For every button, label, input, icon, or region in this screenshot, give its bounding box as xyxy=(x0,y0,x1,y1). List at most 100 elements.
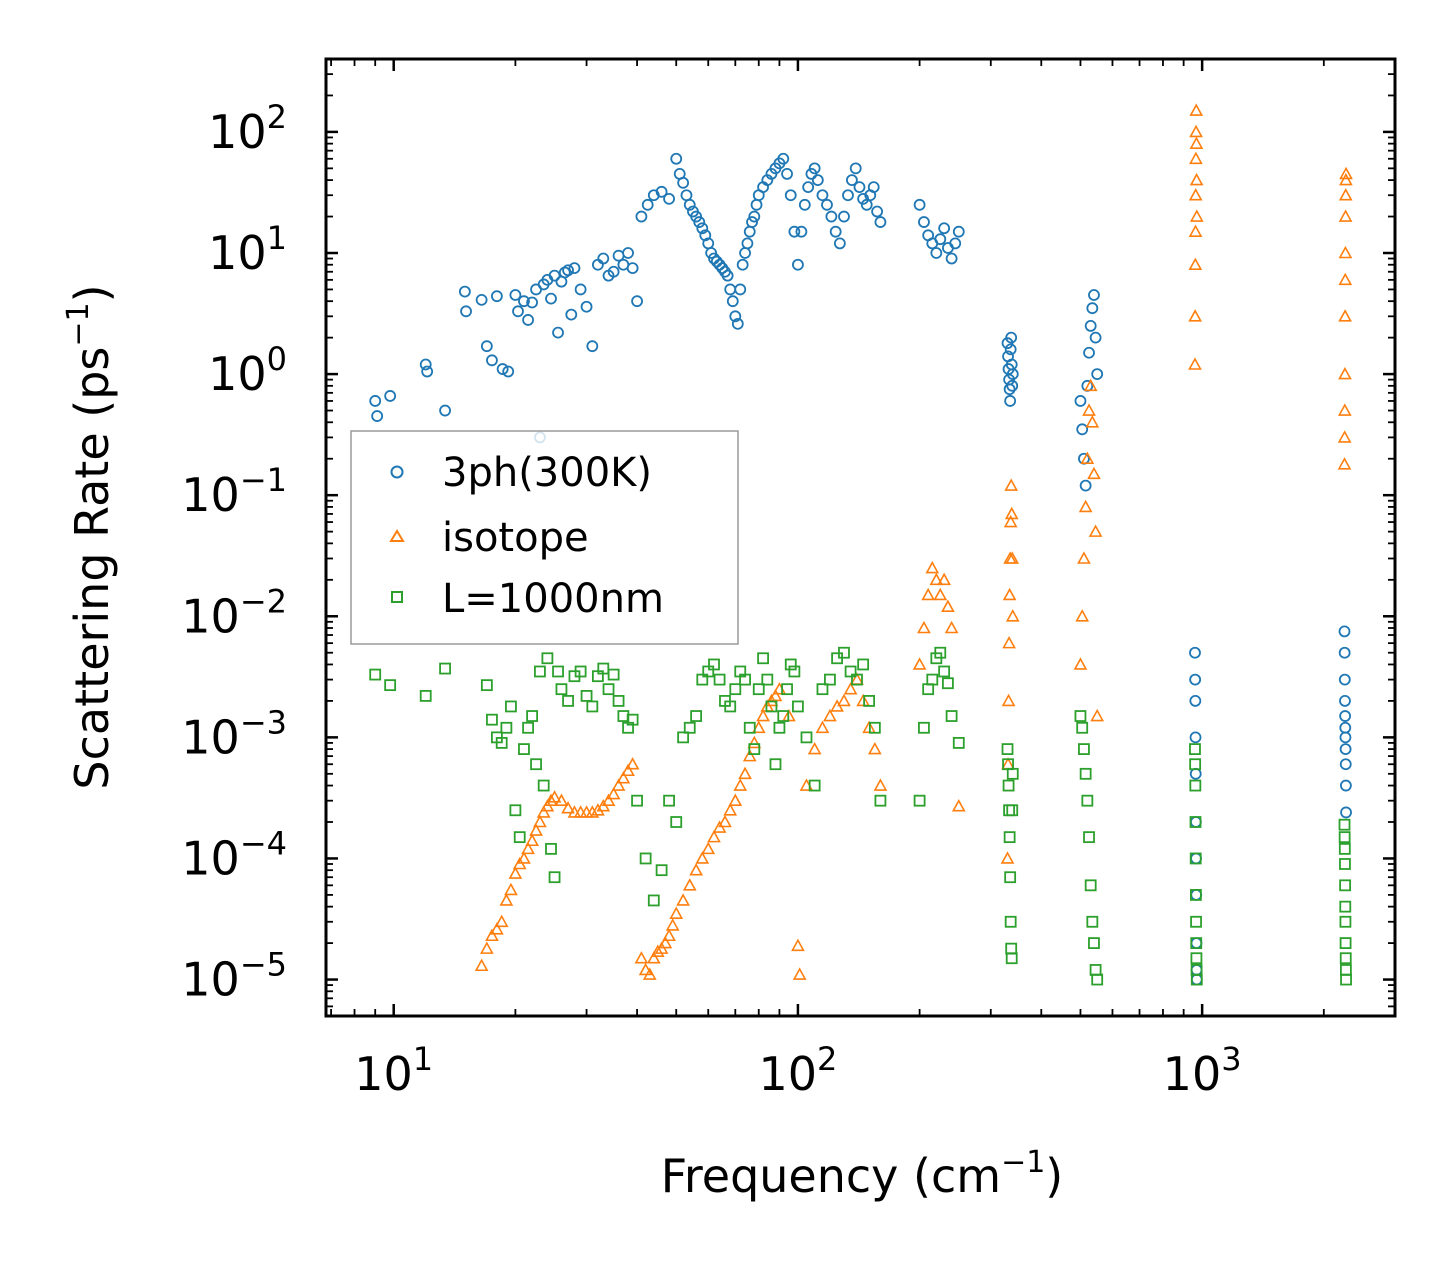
data-point xyxy=(1339,758,1352,771)
data-point xyxy=(1005,609,1020,622)
data-point xyxy=(1001,743,1014,755)
data-point xyxy=(829,225,842,238)
data-point xyxy=(1189,136,1204,149)
y-tick-label: 101 xyxy=(208,219,287,280)
data-point xyxy=(926,673,939,686)
data-point xyxy=(1084,879,1097,892)
data-point xyxy=(773,721,786,734)
data-point xyxy=(1076,721,1089,734)
data-point xyxy=(868,721,881,734)
data-point xyxy=(670,152,683,165)
data-point xyxy=(788,665,801,678)
data-point xyxy=(729,310,742,323)
data-point xyxy=(541,652,554,665)
data-point xyxy=(419,358,432,371)
data-point xyxy=(734,283,747,296)
data-point xyxy=(873,778,888,791)
data-point xyxy=(752,683,765,696)
data-point xyxy=(815,720,830,734)
data-point xyxy=(1088,289,1100,301)
data-point xyxy=(1002,635,1016,649)
data-point xyxy=(857,658,870,671)
data-point xyxy=(509,289,522,301)
data-point xyxy=(1005,952,1018,965)
data-point xyxy=(824,673,836,686)
y-tick-label-exponent: 2 xyxy=(267,98,287,136)
y-tick-label: 102 xyxy=(208,98,287,159)
data-point xyxy=(1075,609,1090,622)
data-point xyxy=(838,210,850,223)
y-tick-label-base: 10 xyxy=(181,953,240,1007)
data-point xyxy=(933,587,948,601)
data-point xyxy=(1086,915,1099,928)
data-point xyxy=(707,829,721,843)
data-point xyxy=(1190,952,1203,965)
data-point xyxy=(669,906,684,919)
data-point xyxy=(486,713,498,726)
data-point xyxy=(695,851,710,864)
data-point xyxy=(741,237,754,250)
series-circle xyxy=(369,152,1352,986)
data-point xyxy=(384,679,397,692)
data-point xyxy=(856,693,871,707)
data-point xyxy=(748,210,761,223)
data-point xyxy=(721,269,734,282)
data-point xyxy=(655,864,668,877)
data-point xyxy=(631,295,643,308)
data-point xyxy=(1189,816,1202,828)
data-point xyxy=(1004,506,1019,520)
data-point xyxy=(788,225,801,238)
data-point xyxy=(1003,514,1018,528)
data-point xyxy=(833,237,846,250)
legend-marker-isotope xyxy=(389,529,405,542)
data-point xyxy=(518,295,530,308)
data-point xyxy=(1339,858,1351,870)
data-point xyxy=(562,695,574,707)
data-point xyxy=(1083,378,1098,392)
data-point xyxy=(1076,423,1089,436)
data-point xyxy=(1091,973,1104,986)
data-point xyxy=(912,657,927,670)
data-point xyxy=(1189,209,1204,222)
data-point xyxy=(1004,915,1017,928)
legend-label-3ph: 3ph(300K) xyxy=(442,450,652,496)
x-tick-label: 103 xyxy=(1163,1040,1242,1101)
data-point xyxy=(597,252,610,265)
data-point xyxy=(544,793,558,806)
data-point xyxy=(1337,457,1352,470)
data-point xyxy=(662,928,676,942)
data-point xyxy=(1000,851,1015,864)
y-tick-label-base: 10 xyxy=(181,710,240,764)
data-point xyxy=(626,713,639,726)
data-point xyxy=(517,851,531,864)
data-point xyxy=(1339,937,1352,949)
data-point xyxy=(580,300,593,313)
data-point xyxy=(683,721,696,734)
data-point xyxy=(718,814,732,828)
data-point xyxy=(913,794,926,807)
data-point xyxy=(929,572,944,586)
data-point xyxy=(738,766,752,780)
data-point xyxy=(696,673,709,686)
data-point xyxy=(646,951,661,964)
data-point xyxy=(913,198,926,211)
data-point xyxy=(1189,673,1202,686)
data-point xyxy=(1338,646,1351,659)
data-point xyxy=(525,833,539,847)
data-point xyxy=(1338,309,1352,322)
data-point xyxy=(713,673,726,686)
data-point xyxy=(781,167,793,180)
data-point xyxy=(689,863,703,876)
y-tick-label-exponent: 0 xyxy=(267,340,287,378)
series-square xyxy=(369,646,1352,986)
data-point xyxy=(945,252,958,265)
legend-marker-3ph xyxy=(390,465,404,479)
y-tick-label: 10−1 xyxy=(181,461,287,522)
data-point xyxy=(867,181,880,194)
data-point xyxy=(486,354,498,367)
data-point xyxy=(562,264,574,277)
data-point xyxy=(384,390,397,402)
data-point xyxy=(1339,710,1352,722)
data-point xyxy=(731,317,744,330)
data-point xyxy=(663,192,675,205)
